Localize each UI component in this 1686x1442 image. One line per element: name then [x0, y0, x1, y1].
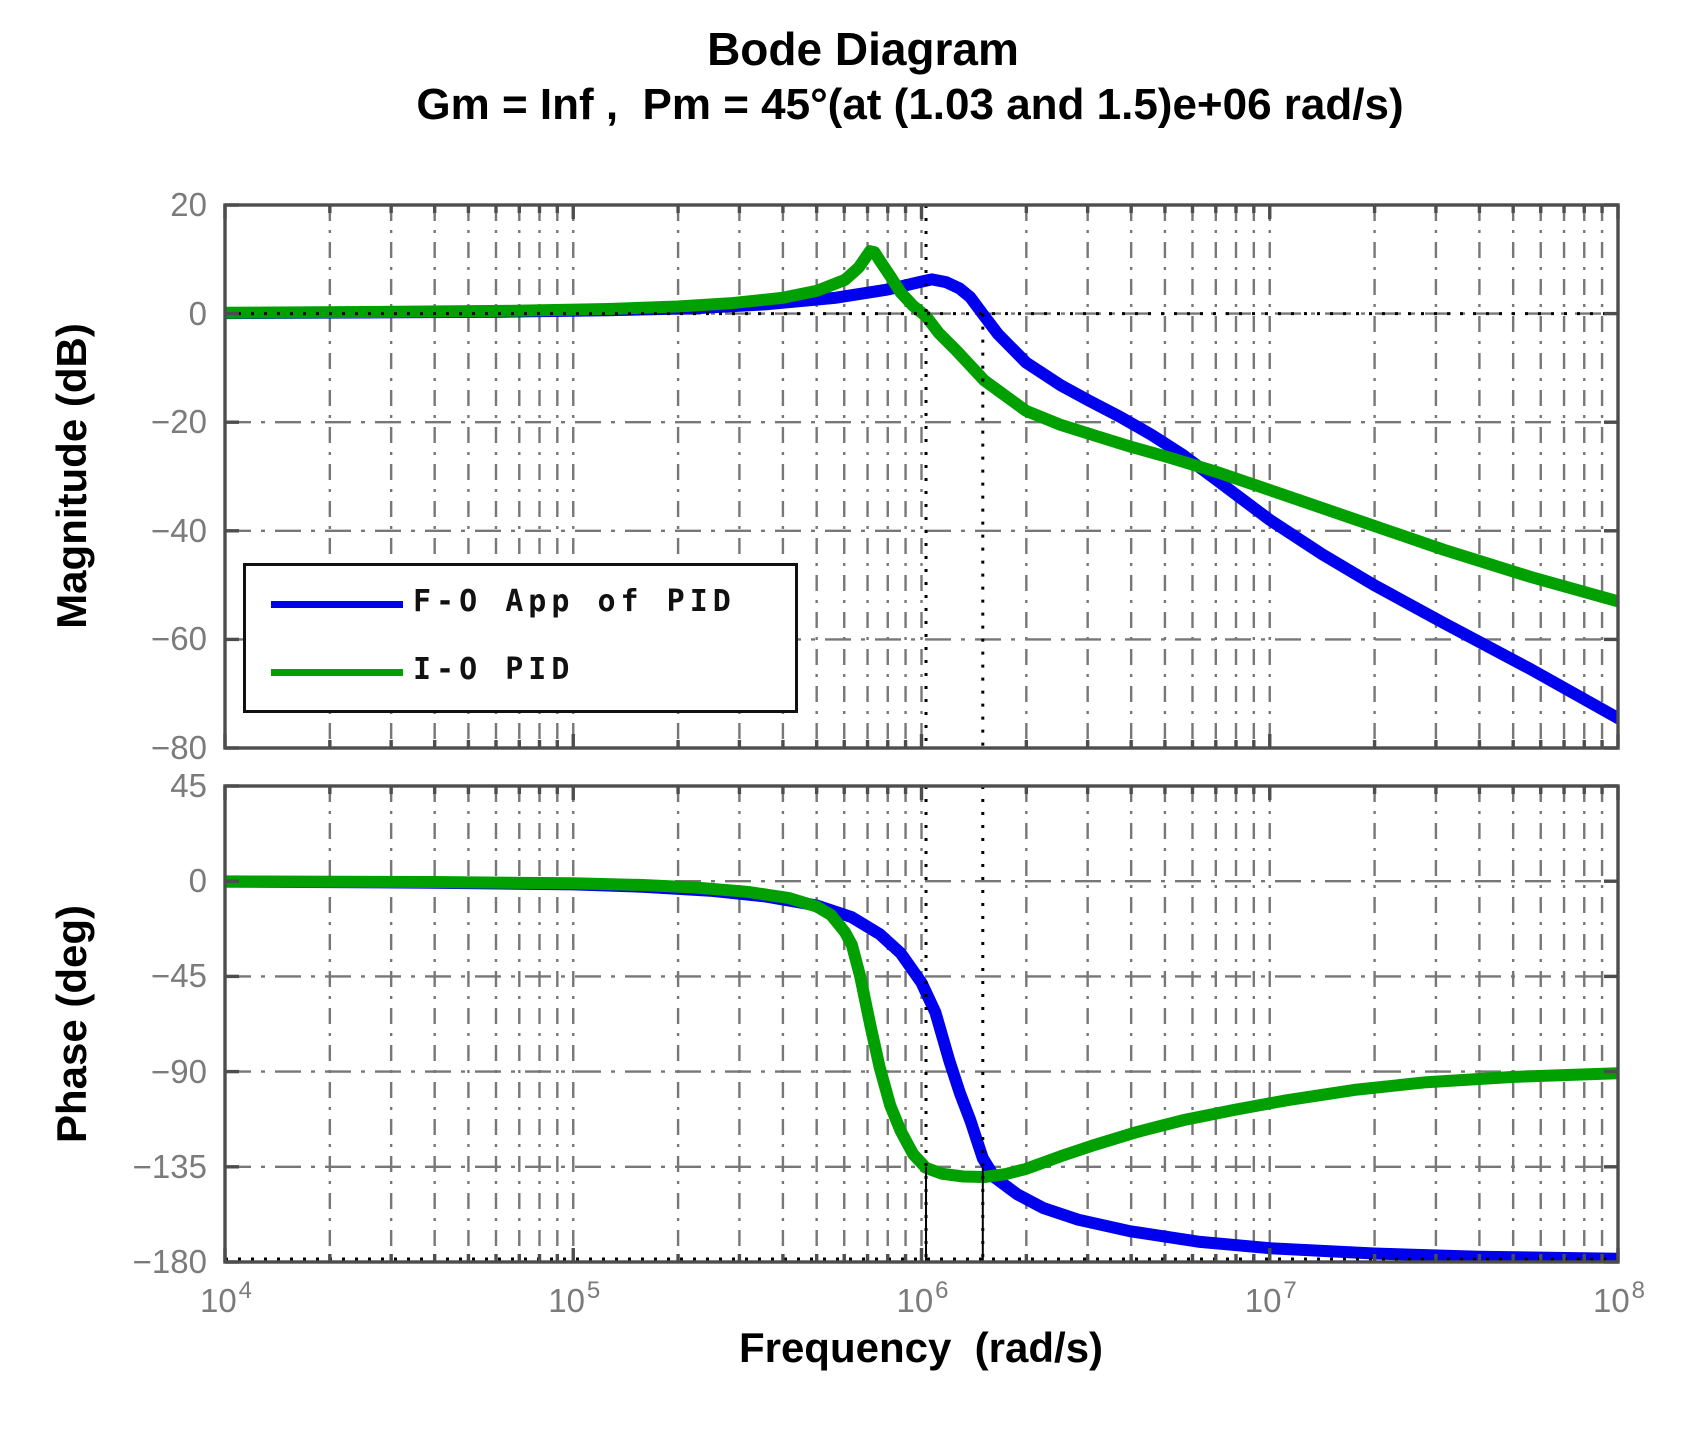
phase-plot-curve-i-o-pid: [225, 875, 1618, 1183]
chart-subtitle-margins: Gm = Inf , Pm = 45°(at (1.03 and 1.5)e+0…: [416, 80, 1404, 129]
phase-plot-axes-box: [223, 784, 1620, 1264]
phase-margin-markers: [925, 1166, 984, 1262]
magnitude-plot-curves: [225, 245, 1618, 725]
frequency-axis-label: Frequency (rad/s): [738, 1324, 1104, 1371]
legend-item-io-pid: I-O PID: [246, 652, 795, 692]
legend-line-sample-green: [271, 669, 403, 676]
phase-plot-grid: [225, 786, 1618, 1262]
phase-plot-reference-lines: [225, 786, 1618, 1262]
legend-line-sample-blue: [271, 601, 403, 608]
chart-title: Bode Diagram: [707, 23, 1019, 75]
magnitude-plot-axes-box: [223, 203, 1620, 750]
magnitude-plot-curve-i-o-pid: [225, 245, 1618, 608]
legend-item-fo-app-of-pid: F-O App of PID: [246, 584, 795, 624]
legend: F-O App of PID I-O PID: [243, 563, 798, 713]
phase-plot-curves: [225, 875, 1618, 1262]
phase-axis-label: Phase (deg): [48, 904, 95, 1144]
legend-label: I-O PID: [413, 652, 575, 687]
legend-label: F-O App of PID: [413, 584, 736, 619]
magnitude-axis-label: Magnitude (dB): [48, 323, 95, 629]
